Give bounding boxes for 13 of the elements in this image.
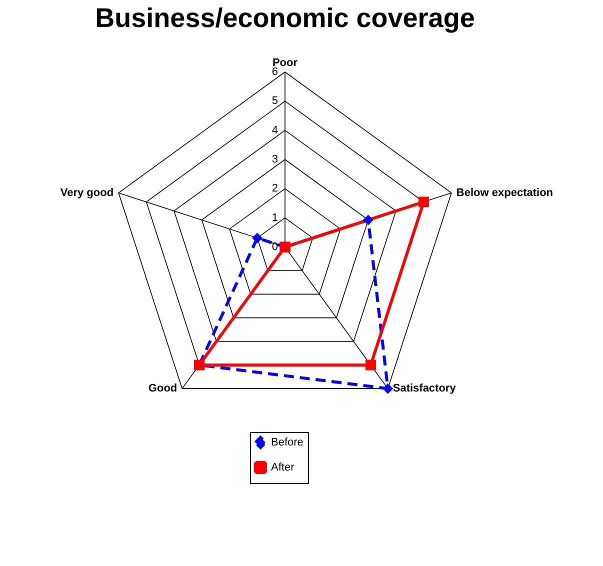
spoke-label: Very good [60, 186, 114, 199]
spoke-label: Satisfactory [392, 382, 457, 395]
y-tick-label: 2 [272, 182, 278, 195]
y-tick-label: 6 [272, 66, 278, 78]
y-tick-label: 4 [272, 124, 278, 136]
chart-title: Business/economic coverage [95, 3, 475, 33]
y-tick-label: 1 [272, 212, 278, 224]
y-tick-label: 3 [272, 154, 278, 166]
legend-label: After [271, 462, 295, 474]
y-tick-label: 5 [272, 95, 278, 108]
spoke-label: Good [148, 382, 178, 395]
spoke-label: Below expectation [456, 186, 554, 199]
legend-label: Before [271, 436, 304, 448]
